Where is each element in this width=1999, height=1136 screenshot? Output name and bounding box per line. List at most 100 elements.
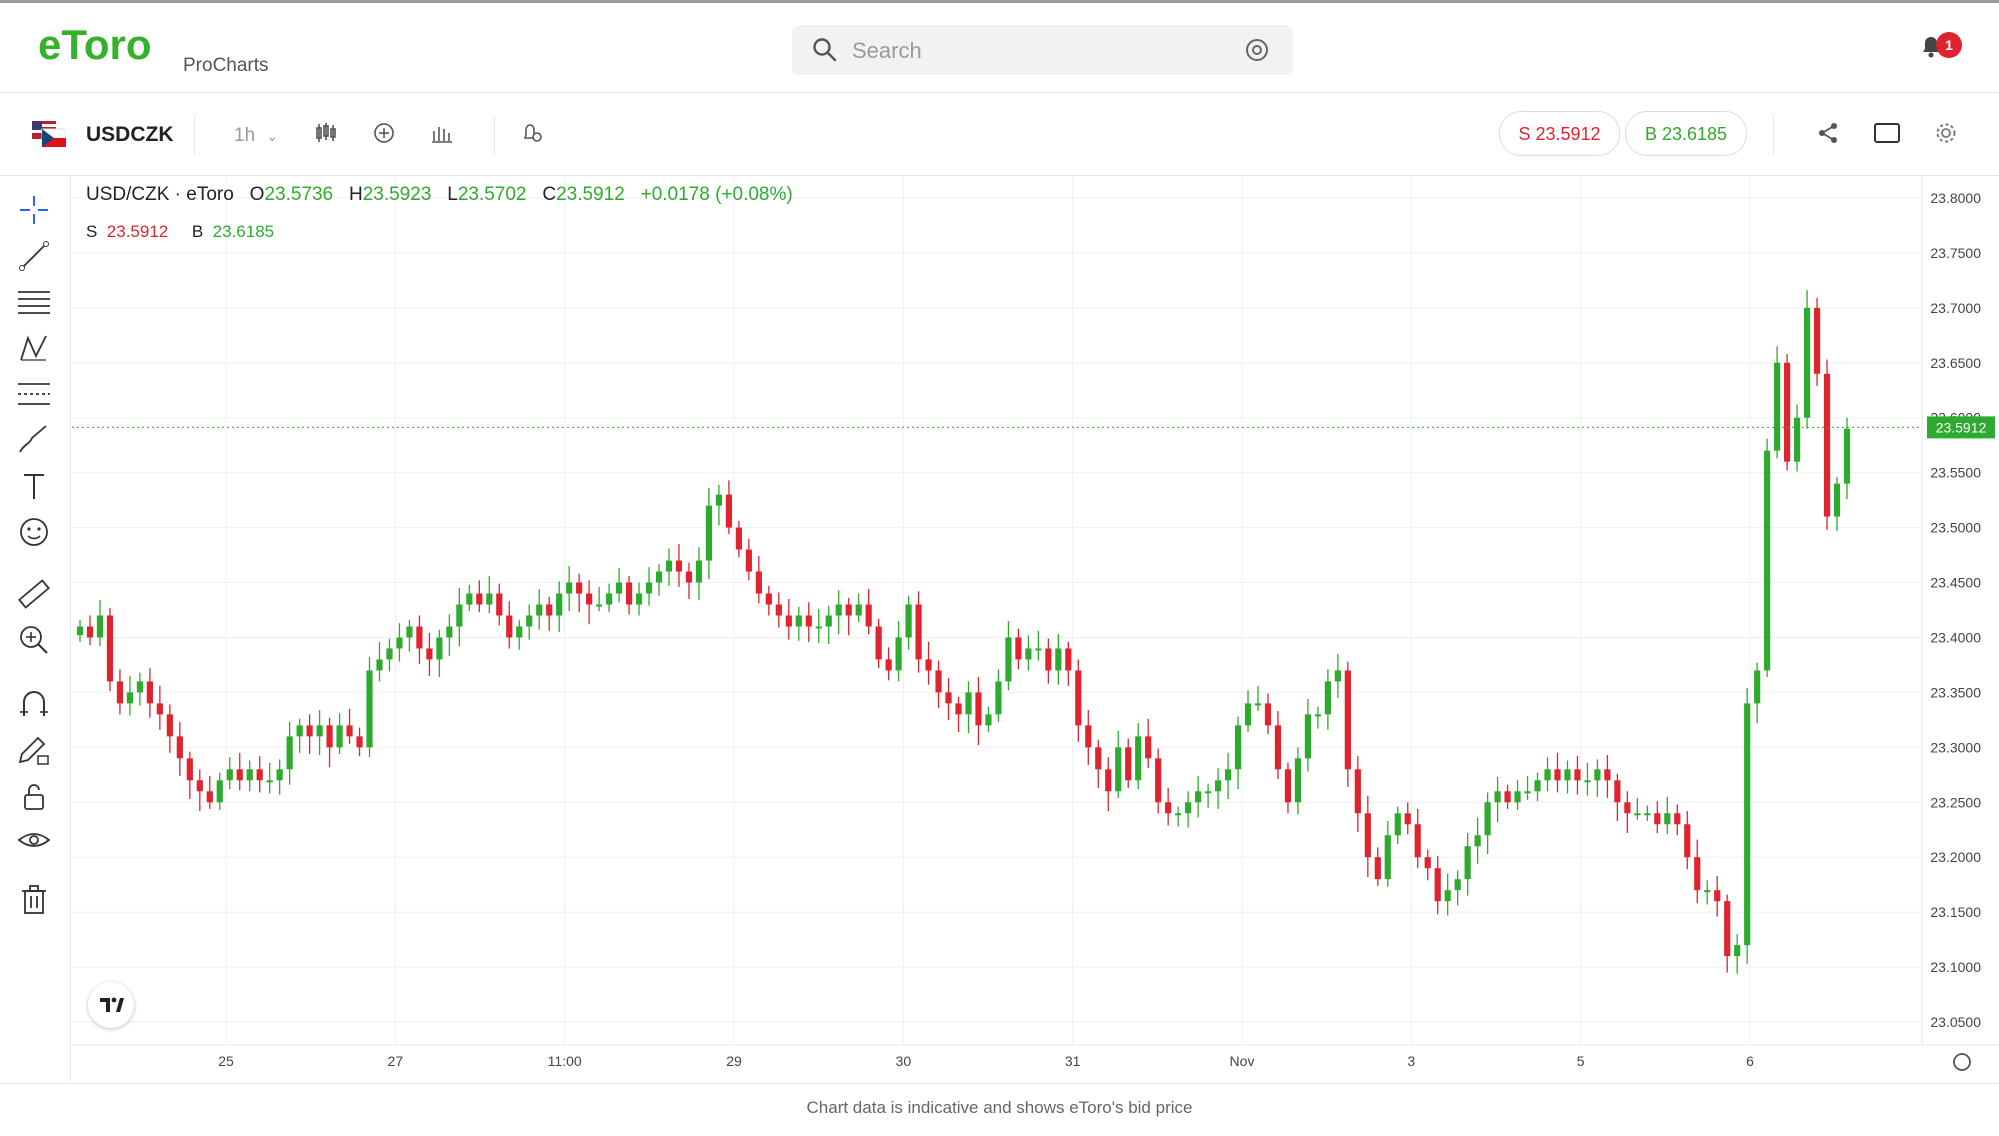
projection-icon[interactable] xyxy=(16,376,52,412)
open-value: 23.5736 xyxy=(264,184,334,205)
alert-icon[interactable] xyxy=(520,121,544,145)
brush-icon[interactable] xyxy=(16,422,52,458)
crosshair-icon[interactable] xyxy=(16,192,52,228)
symbol-name[interactable]: USDCZK xyxy=(86,123,174,146)
candle-body xyxy=(1574,769,1581,781)
ruler-icon[interactable] xyxy=(16,576,52,612)
candle-body xyxy=(1394,813,1401,836)
candle-body xyxy=(1724,901,1731,957)
candle-body xyxy=(1274,725,1282,770)
candle-body xyxy=(985,714,992,726)
trash-icon[interactable] xyxy=(16,882,52,918)
candle-body xyxy=(1035,648,1042,651)
disclaimer-text: Chart data is indicative and shows eToro… xyxy=(806,1098,1193,1117)
candle-body xyxy=(296,725,303,737)
pattern-icon[interactable] xyxy=(16,330,52,366)
candle-body xyxy=(1444,890,1451,902)
candle-body xyxy=(835,604,842,616)
etoro-logo[interactable]: eToro xyxy=(38,21,178,71)
buy-button[interactable]: B 23.6185 xyxy=(1625,111,1747,156)
y-tick-label: 23.2500 xyxy=(1930,794,1981,810)
candle-body xyxy=(645,582,653,594)
candle-body xyxy=(106,615,114,682)
candle-body xyxy=(1155,758,1162,803)
x-tick-label: 31 xyxy=(1065,1053,1081,1069)
y-tick-label: 23.2000 xyxy=(1930,849,1981,865)
fullscreen-icon[interactable] xyxy=(1873,121,1901,145)
timeframe-select[interactable]: 1h ⌄ xyxy=(234,125,278,147)
candle-body xyxy=(1514,791,1521,803)
candle-body xyxy=(775,604,782,616)
candle-body xyxy=(1744,703,1751,946)
candle-body xyxy=(346,725,353,737)
candle-body xyxy=(536,604,543,616)
candle-body xyxy=(735,527,742,550)
y-tick-label: 23.4500 xyxy=(1930,575,1981,591)
tradingview-icon xyxy=(100,997,124,1012)
text-icon[interactable] xyxy=(16,468,52,504)
timeframe-label: 1h xyxy=(234,125,256,146)
trend-line-icon[interactable] xyxy=(16,238,52,274)
sell-value: 23.5912 xyxy=(106,222,169,241)
candle-body xyxy=(1095,747,1102,770)
candle-body xyxy=(1793,417,1801,462)
axis-settings-icon[interactable] xyxy=(1953,1053,1971,1071)
unlock-icon[interactable] xyxy=(16,778,52,814)
close-value: 23.5912 xyxy=(556,184,625,205)
magnet-icon[interactable] xyxy=(16,686,52,722)
candle-body xyxy=(1314,714,1321,717)
candle-body xyxy=(1784,362,1791,462)
candle-body xyxy=(1704,890,1711,893)
candle-body xyxy=(955,703,962,715)
candle-body xyxy=(805,615,812,627)
zoom-in-icon[interactable] xyxy=(16,622,52,658)
tradingview-logo[interactable] xyxy=(88,982,134,1028)
candle-body xyxy=(406,626,413,638)
candle-body xyxy=(156,703,163,715)
x-tick-label: Nov xyxy=(1230,1053,1255,1069)
candle-body xyxy=(1045,648,1052,671)
bar-chart-icon[interactable] xyxy=(430,121,454,145)
candle-body xyxy=(925,659,932,671)
candle-body xyxy=(316,725,323,737)
candle-body xyxy=(1175,813,1182,816)
ai-assistant-icon[interactable] xyxy=(1244,37,1270,63)
bid-ask-legend: S 23.5912 B 23.6185 xyxy=(86,222,274,242)
fib-icon[interactable] xyxy=(16,284,52,320)
notification-badge[interactable]: 1 xyxy=(1936,32,1962,58)
candle-body xyxy=(196,780,203,792)
candles-icon[interactable] xyxy=(314,121,338,145)
candle-body xyxy=(446,626,453,638)
footer: Chart data is indicative and shows eToro… xyxy=(0,1083,1999,1136)
share-icon[interactable] xyxy=(1816,121,1840,145)
candle-body xyxy=(675,560,683,572)
candle-body xyxy=(176,736,183,759)
candle-body xyxy=(1434,868,1441,902)
candle-body xyxy=(1005,637,1012,682)
x-tick-label: 6 xyxy=(1746,1053,1754,1069)
chart-toolbar: USDCZK 1h ⌄ S 23.5912 B 23.6185 xyxy=(0,93,1999,176)
add-indicator-icon[interactable] xyxy=(372,121,396,145)
candle-body xyxy=(1614,780,1621,803)
candle-body xyxy=(865,604,872,627)
gear-icon[interactable] xyxy=(1934,121,1958,145)
bell-icon[interactable] xyxy=(1918,33,1944,59)
last-price-tag xyxy=(1927,416,1995,439)
candle-body xyxy=(1254,703,1262,706)
sell-button[interactable]: S 23.5912 xyxy=(1499,111,1620,156)
candle-body xyxy=(1764,450,1771,671)
candle-body xyxy=(596,604,603,607)
candle-body xyxy=(815,626,822,629)
candle-body xyxy=(1694,857,1701,891)
y-tick-label: 23.1000 xyxy=(1930,959,1981,975)
candle-body xyxy=(1025,648,1032,660)
candle-body xyxy=(1534,780,1541,792)
eye-icon[interactable] xyxy=(16,824,52,860)
y-tick-label: 23.0500 xyxy=(1930,1014,1981,1030)
x-tick-label: 5 xyxy=(1577,1053,1585,1069)
lock-draw-icon[interactable] xyxy=(16,732,52,768)
candle-body xyxy=(1604,769,1611,781)
emoji-icon[interactable] xyxy=(16,514,52,550)
search-bar[interactable]: Search xyxy=(792,25,1293,75)
price-chart[interactable]: 23.800023.750023.700023.650023.600023.55… xyxy=(72,176,1999,1082)
